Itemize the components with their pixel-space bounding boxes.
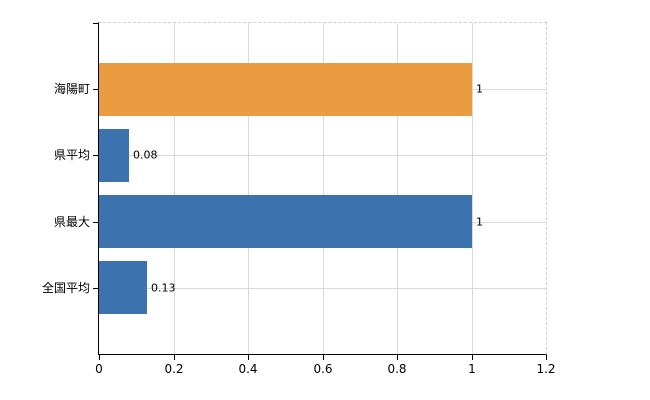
gridline-vertical: [471, 23, 473, 354]
bar-value-label: 0.13: [151, 281, 176, 295]
bar-value-label: 0.08: [133, 148, 158, 162]
gridline-vertical: [322, 23, 324, 354]
bar: [99, 195, 472, 248]
y-axis-tick: [93, 222, 99, 223]
x-axis-tick-label: 0: [95, 362, 103, 376]
y-axis-tick: [93, 23, 99, 24]
category-label: 県平均: [53, 148, 90, 162]
category-label: 海陽町: [53, 82, 90, 96]
x-axis-tick: [99, 355, 100, 360]
gridline-horizontal: [99, 155, 546, 156]
y-axis-tick: [93, 155, 99, 156]
x-axis-tick-label: 1.2: [536, 362, 556, 376]
bar-value-label: 1: [476, 215, 483, 229]
x-axis-tick: [397, 355, 398, 360]
plot-area: 1 0.08 1 0.13 海陽町県平均県最大全国平均 0 0.2 0.4 0.6 0.8 1 1.2: [42, 22, 556, 376]
x-axis-tick: [248, 355, 249, 360]
x-axis-tick: [546, 355, 547, 360]
x-axis-tick-label: 0.8: [387, 362, 407, 376]
y-axis-tick: [93, 89, 99, 90]
x-axis-tick: [323, 355, 324, 360]
bar: [99, 63, 472, 116]
bar: [99, 129, 129, 182]
gridline-vertical: [173, 23, 175, 354]
x-axis-tick: [472, 355, 473, 360]
gridline-horizontal: [99, 288, 546, 289]
y-axis-tick: [93, 288, 99, 289]
x-axis-tick-label: 0.6: [313, 362, 333, 376]
x-axis-tick-label: 0.4: [238, 362, 258, 376]
bar: [99, 261, 147, 314]
x-axis-tick: [174, 355, 175, 360]
gridline-vertical: [248, 23, 249, 354]
gridline-vertical: [397, 23, 398, 354]
x-axis-tick-label: 0.2: [164, 362, 184, 376]
category-label: 全国平均: [41, 281, 90, 295]
category-label: 県最大: [53, 215, 90, 229]
bar-value-label: 1: [476, 82, 483, 96]
x-axis-tick-label: 1: [468, 362, 476, 376]
